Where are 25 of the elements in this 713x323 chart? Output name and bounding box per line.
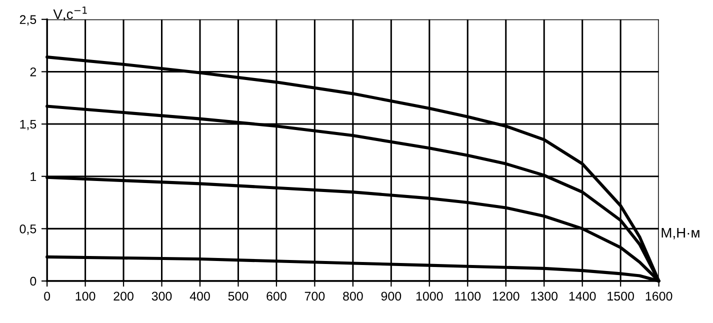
x-tick-label: 1400 bbox=[569, 292, 596, 301]
x-tick-label: 600 bbox=[266, 292, 286, 301]
y-tick-label: 2 bbox=[30, 68, 36, 76]
x-tick-label: 1200 bbox=[492, 292, 520, 301]
x-tick-label: 500 bbox=[228, 292, 248, 301]
x-tick-label: 1300 bbox=[531, 292, 558, 301]
y-axis-title: V,с$^{−1}$ bbox=[53, 6, 87, 21]
y-tick-label: 0,5 bbox=[20, 224, 36, 235]
x-tick-label: 400 bbox=[190, 292, 210, 301]
x-tick-label: 200 bbox=[114, 292, 134, 301]
x-tick-label: 700 bbox=[304, 292, 325, 301]
x-tick-label: 1000 bbox=[416, 292, 443, 301]
x-tick-label: 800 bbox=[343, 292, 363, 301]
x-tick-label: 1100 bbox=[455, 292, 481, 301]
x-tick-label: 900 bbox=[381, 292, 402, 301]
y-tick-label: 1,5 bbox=[20, 120, 36, 130]
y-tick-label: 0 bbox=[30, 276, 36, 286]
x-tick-label: 1600 bbox=[646, 292, 672, 301]
y-tick-label: 1 bbox=[30, 172, 36, 181]
x-tick-label: 100 bbox=[76, 292, 96, 301]
x-tick-label: 300 bbox=[152, 292, 172, 301]
x-tick-label: 0 bbox=[44, 292, 50, 301]
y-tick-label: 2,5 bbox=[20, 15, 36, 26]
x-tick-label: 1500 bbox=[608, 292, 634, 301]
x-axis-title: М,Н·м bbox=[662, 228, 700, 240]
